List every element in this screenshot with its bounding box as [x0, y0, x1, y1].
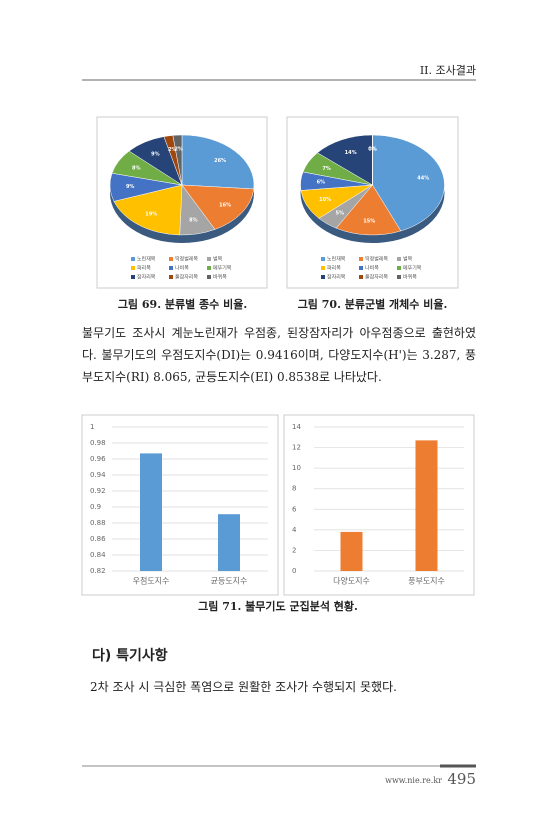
legend-swatch [169, 266, 173, 270]
bar [140, 453, 162, 571]
legend-label: 파리목 [327, 265, 341, 272]
y-tick-label: 0.86 [90, 535, 106, 543]
y-tick-label: 0.9 [90, 503, 101, 511]
y-tick-label: 0.94 [90, 471, 106, 479]
x-tick-label: 우점도지수 [133, 576, 170, 586]
legend-label: 바퀴목 [403, 274, 417, 281]
y-tick-label: 8 [292, 485, 296, 493]
x-tick-label: 균등도지수 [211, 577, 248, 586]
legend-label: 잠자리목 [137, 274, 156, 281]
header-section: II. 조사결과 [419, 64, 476, 77]
slice-label: 5% [335, 210, 344, 216]
y-tick-label: 0.84 [90, 551, 106, 559]
slice-label: 10% [319, 197, 331, 203]
slice-label: 14% [345, 150, 357, 156]
footer-site: www.nie.re.kr [385, 776, 442, 785]
legend-swatch [131, 275, 135, 279]
bar [218, 514, 240, 571]
bar [415, 440, 438, 571]
bar [340, 531, 363, 571]
legend-label: 딱정벌레목 [175, 256, 198, 263]
section-text: 2차 조사 시 극심한 폭염으로 원활한 조사가 수행되지 못했다. [90, 680, 397, 694]
legend-label: 벌목 [403, 256, 413, 263]
slice-label: 7% [322, 166, 331, 172]
legend-swatch [397, 275, 401, 279]
paragraph: 불무기도 조사시 계눈노린재가 우점종, 된장잠자리가 아우점종으로 출현하였다… [82, 326, 476, 384]
legend-swatch [131, 266, 135, 270]
pie-slice [372, 134, 445, 232]
y-tick-label: 0.92 [90, 487, 106, 495]
footer-page: 495 [447, 770, 476, 788]
legend-label: 벌목 [213, 256, 223, 263]
legend-swatch [321, 257, 325, 261]
slice-label: 6% [317, 180, 326, 186]
legend-swatch [169, 275, 173, 279]
pie-slice [181, 134, 255, 190]
legend-swatch [207, 257, 211, 261]
legend-label: 메뚜기목 [403, 265, 422, 272]
slice-label: 15% [363, 218, 375, 224]
legend-swatch [207, 275, 211, 279]
slice-label: 0% [368, 147, 377, 153]
slice-label: 16% [219, 202, 231, 208]
y-tick-label: 0.96 [90, 455, 106, 463]
y-tick-label: 0.98 [90, 439, 106, 447]
y-tick-label: 10 [292, 464, 301, 472]
y-tick-label: 0.82 [90, 567, 106, 575]
pie-slice [335, 184, 402, 236]
section-heading: 다) 특기사항 [92, 648, 168, 664]
y-tick-label: 12 [292, 444, 301, 452]
slice-label: 44% [417, 175, 429, 181]
pie-slice [181, 184, 255, 230]
legend-swatch [359, 257, 363, 261]
legend-label: 메뚜기목 [213, 265, 232, 272]
legend-label: 딱정벌레목 [365, 256, 388, 263]
y-tick-label: 1 [90, 423, 94, 431]
pie-slice [316, 134, 373, 186]
chart-frame [81, 414, 279, 596]
legend-swatch [321, 266, 325, 270]
y-tick-label: 0.88 [90, 519, 106, 527]
slice-label: 9% [151, 152, 160, 158]
legend-label: 나비목 [365, 265, 379, 272]
x-tick-label: 다양도지수 [333, 577, 370, 586]
slice-label: 19% [145, 211, 157, 217]
slice-label: 8% [189, 218, 198, 224]
y-tick-label: 0 [292, 567, 296, 575]
caption: 그림 70. 분류군별 개체수 비율. [297, 298, 448, 311]
pie-slice [172, 134, 183, 186]
y-tick-label: 4 [292, 526, 297, 534]
legend-swatch [359, 266, 363, 270]
chart-frame [283, 414, 475, 596]
slice-label: 2% [174, 147, 183, 153]
legend-label: 파리목 [137, 265, 151, 272]
caption: 그림 69. 분류별 종수 비율. [117, 298, 248, 311]
y-tick-label: 2 [292, 546, 296, 554]
slice-label: 8% [132, 165, 141, 171]
legend-label: 노린재목 [137, 256, 156, 263]
slice-label: 26% [214, 158, 226, 164]
legend-swatch [207, 266, 211, 270]
caption: 그림 71. 불무기도 군집분석 현황. [198, 600, 358, 613]
legend-label: 노린재목 [327, 256, 346, 263]
legend-label: 바퀴목 [213, 274, 227, 281]
legend-swatch [397, 257, 401, 261]
legend-label: 나비목 [175, 265, 189, 272]
slice-label: 2% [168, 147, 177, 153]
x-tick-label: 풍부도지수 [408, 577, 445, 586]
legend-label: 잠자리목 [327, 274, 346, 281]
slice-label: 9% [126, 184, 135, 190]
legend-swatch [359, 275, 363, 279]
y-tick-label: 14 [292, 423, 301, 431]
legend-label: 풀잠자리목 [365, 274, 388, 281]
legend-swatch [169, 257, 173, 261]
legend-swatch [131, 257, 135, 261]
legend-label: 풀잠자리목 [175, 274, 198, 281]
legend-swatch [321, 275, 325, 279]
legend-swatch [397, 266, 401, 270]
y-tick-label: 6 [292, 505, 297, 513]
